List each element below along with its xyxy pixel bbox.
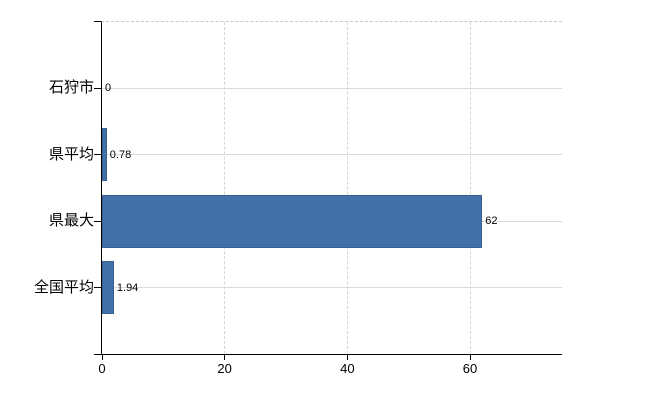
x-tick-label: 0 — [98, 361, 106, 376]
category-label: 県平均 — [48, 145, 94, 163]
h-gridline — [102, 287, 562, 289]
y-axis-tick — [94, 287, 101, 289]
y-axis-tick — [94, 354, 101, 355]
y-axis-tick — [94, 87, 101, 89]
x-axis-tick — [346, 355, 348, 360]
y-axis-tick — [94, 154, 101, 156]
x-tick-label: 60 — [462, 361, 478, 376]
v-gridline — [346, 22, 348, 354]
bar-value-label: 1.94 — [116, 281, 139, 294]
x-axis-tick — [101, 355, 103, 360]
category-label: 県最大 — [48, 212, 94, 230]
x-axis-tick — [469, 355, 471, 360]
bar — [102, 261, 114, 315]
x-tick-label: 40 — [340, 361, 355, 376]
bar — [102, 128, 107, 182]
x-axis-tick — [224, 355, 226, 360]
x-tick-label: 20 — [217, 361, 232, 376]
category-label: 全国平均 — [33, 278, 94, 296]
y-axis-tick — [94, 21, 101, 22]
h-gridline — [102, 87, 562, 89]
bar-value-label: 62 — [485, 215, 498, 228]
bar — [102, 194, 483, 248]
bar-value-label: 0 — [105, 82, 112, 95]
v-gridline — [469, 22, 471, 354]
h-gridline — [102, 154, 562, 156]
bar-value-label: 0.78 — [109, 148, 132, 161]
y-axis-tick — [94, 220, 101, 222]
category-label: 石狩市 — [48, 79, 94, 97]
v-gridline — [224, 22, 226, 354]
plot-area: 0 20 40 60 0 0.78 62 1.94 — [94, 21, 562, 376]
